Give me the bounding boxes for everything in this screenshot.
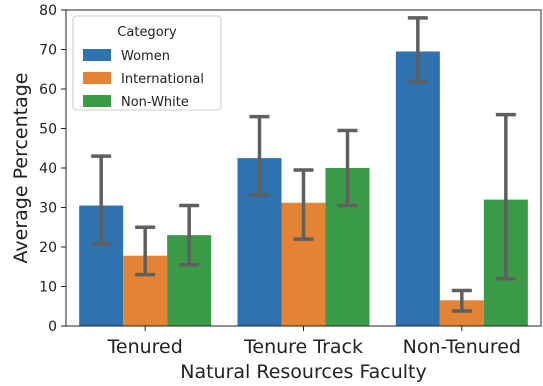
y-tick-label: 50 — [39, 122, 57, 138]
bar-women-non-tenured — [395, 51, 440, 326]
legend-swatch — [83, 72, 111, 84]
y-tick-label: 20 — [39, 240, 57, 256]
error-bar-women-tenure-track — [249, 114, 270, 197]
legend-title: Category — [117, 25, 177, 40]
y-tick-label: 10 — [39, 280, 57, 296]
x-tick-label: Tenure Track — [243, 336, 363, 358]
x-tick-label: Tenured — [107, 336, 183, 358]
y-tick-label: 70 — [39, 43, 57, 59]
error-bar-non-white-tenure-track — [337, 128, 358, 208]
x-axis-title: Natural Resources Faculty — [180, 361, 426, 383]
error-bars-layer — [91, 16, 516, 313]
error-bar-women-tenured — [91, 154, 112, 246]
error-bar-international-tenured — [135, 225, 156, 277]
error-bar-international-tenure-track — [293, 168, 314, 241]
y-tick-label: 40 — [39, 161, 57, 177]
legend: Category Women International Non-White — [72, 15, 222, 111]
error-bar-non-white-non-tenured — [495, 112, 516, 281]
error-bar-international-non-tenured — [451, 288, 472, 313]
legend-swatch — [83, 49, 111, 61]
y-tick-label: 60 — [39, 82, 57, 98]
y-axis-title: Average Percentage — [10, 73, 32, 264]
x-tick-label: Non-Tenured — [403, 336, 521, 358]
legend-swatch — [83, 95, 111, 107]
legend-box — [72, 15, 222, 111]
legend-items: Women International Non-White — [83, 49, 204, 110]
y-tick-label: 30 — [39, 201, 57, 217]
error-bar-women-non-tenured — [407, 16, 428, 84]
bars-layer — [79, 51, 528, 326]
y-tick-label: 0 — [48, 319, 57, 335]
legend-label: Women — [121, 49, 170, 64]
x-ticks: Tenured Tenure Track Non-Tenured — [107, 326, 521, 358]
y-ticks: 0 10 20 30 40 50 60 70 80 — [39, 3, 66, 335]
y-tick-label: 80 — [39, 3, 57, 19]
error-bar-non-white-tenured — [179, 203, 200, 267]
legend-label: International — [121, 72, 204, 87]
legend-label: Non-White — [121, 95, 189, 110]
